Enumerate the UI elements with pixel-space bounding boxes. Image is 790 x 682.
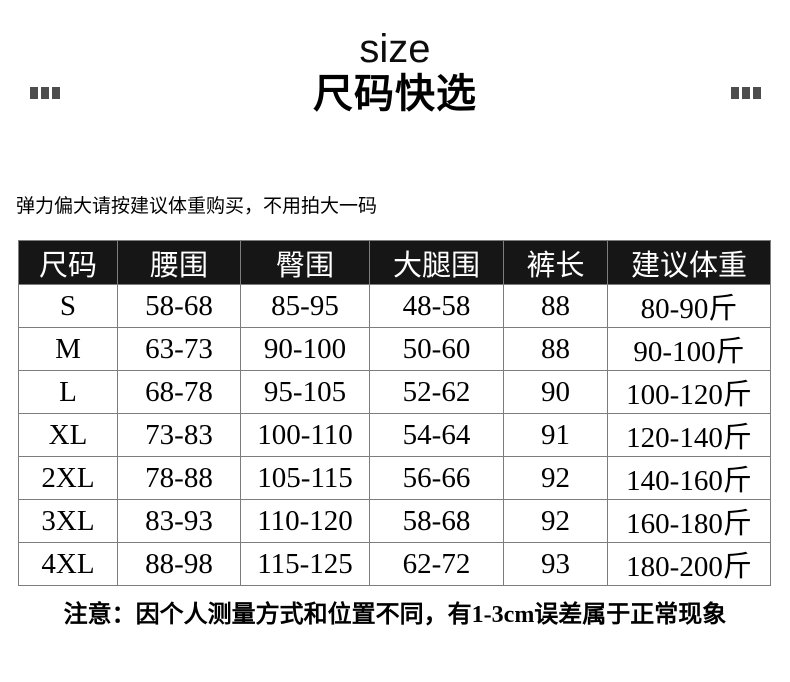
decor-square [742,87,750,99]
table-cell: 91 [503,413,608,457]
decor-square [731,87,739,99]
table-cell: 52-62 [369,370,504,414]
table-cell: 85-95 [240,284,370,328]
table-cell: 50-60 [369,327,504,371]
table-cell: 115-125 [240,542,370,586]
table-cell: 90-100 [240,327,370,371]
table-cell: 2XL [18,456,118,500]
table-row: 4XL 88-98 115-125 62-72 93 180-200斤 [18,542,771,586]
table-cell: 100-120斤 [607,370,771,414]
table-cell: 95-105 [240,370,370,414]
table-cell: S [18,284,118,328]
table-cell: 92 [503,456,608,500]
table-cell: 100-110 [240,413,370,457]
table-cell: 63-73 [117,327,241,371]
purchase-advice-note: 弹力偏大请按建议体重购买，不用拍大一码 [16,196,378,217]
page-title-en: size [359,27,431,71]
table-cell: 48-58 [369,284,504,328]
col-header-thigh: 大腿围 [369,240,504,285]
table-cell: 58-68 [369,499,504,543]
table-cell: 88-98 [117,542,241,586]
table-cell: 88 [503,284,608,328]
col-header-size: 尺码 [18,240,118,285]
table-cell: M [18,327,118,371]
table-row: S 58-68 85-95 48-58 88 80-90斤 [18,284,771,328]
table-cell: 83-93 [117,499,241,543]
size-table: 尺码 腰围 臀围 大腿围 裤长 建议体重 S 58-68 85-95 48-58… [18,240,771,586]
table-cell: 73-83 [117,413,241,457]
col-header-hip: 臀围 [240,240,370,285]
table-cell: 180-200斤 [607,542,771,586]
table-cell: 80-90斤 [607,284,771,328]
decor-square [52,87,60,99]
table-row: XL 73-83 100-110 54-64 91 120-140斤 [18,413,771,457]
table-cell: 78-88 [117,456,241,500]
table-cell: 3XL [18,499,118,543]
table-cell: 90 [503,370,608,414]
decor-square [41,87,49,99]
col-header-pant-length: 裤长 [503,240,608,285]
table-cell: XL [18,413,118,457]
table-cell: 92 [503,499,608,543]
table-row: 2XL 78-88 105-115 56-66 92 140-160斤 [18,456,771,500]
table-row: M 63-73 90-100 50-60 88 90-100斤 [18,327,771,371]
table-cell: 62-72 [369,542,504,586]
col-header-weight: 建议体重 [607,240,771,285]
table-cell: 4XL [18,542,118,586]
table-cell: 93 [503,542,608,586]
table-cell: 160-180斤 [607,499,771,543]
table-cell: 58-68 [117,284,241,328]
table-header-row: 尺码 腰围 臀围 大腿围 裤长 建议体重 [18,240,771,285]
table-cell: 140-160斤 [607,456,771,500]
table-cell: 110-120 [240,499,370,543]
table-row: 3XL 83-93 110-120 58-68 92 160-180斤 [18,499,771,543]
left-three-squares-icon [30,87,60,99]
table-cell: 56-66 [369,456,504,500]
table-cell: 54-64 [369,413,504,457]
col-header-waist: 腰围 [117,240,241,285]
table-cell: 120-140斤 [607,413,771,457]
page-title-zh: 尺码快选 [313,71,477,116]
table-cell: 68-78 [117,370,241,414]
table-cell: L [18,370,118,414]
table-row: L 68-78 95-105 52-62 90 100-120斤 [18,370,771,414]
decor-square [753,87,761,99]
right-three-squares-icon [731,87,761,99]
table-cell: 105-115 [240,456,370,500]
decor-square [30,87,38,99]
table-cell: 88 [503,327,608,371]
measurement-tolerance-note: 注意：因个人测量方式和位置不同，有1-3cm误差属于正常现象 [63,602,727,628]
table-cell: 90-100斤 [607,327,771,371]
